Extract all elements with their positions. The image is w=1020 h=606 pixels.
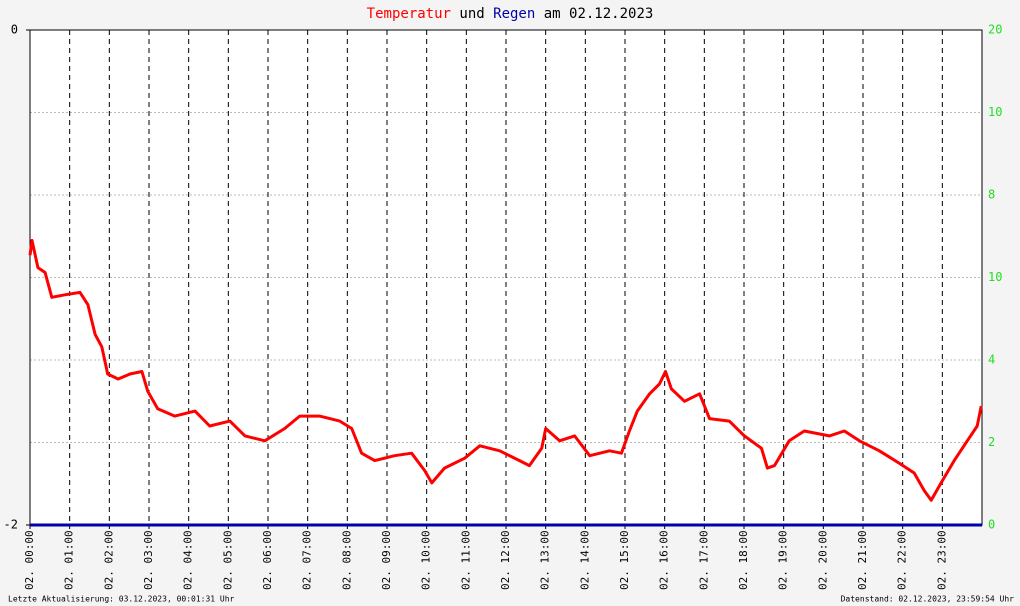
x-tick-label: 02. 15:00 [618,530,631,590]
x-tick-label: 02. 08:00 [340,530,353,590]
y2-tick-label: 10 [988,105,1002,119]
x-tick-label: 02. 05:00 [221,530,234,590]
series-line [28,238,983,502]
y2-tick-label: 0 [988,518,995,532]
footer-left: Letzte Aktualisierung: 03.12.2023, 00:01… [8,595,235,604]
x-tick-label: 02. 20:00 [816,530,829,590]
x-tick-label: 02. 01:00 [63,530,76,590]
chart-title: Temperatur und Regen am 02.12.2023 [367,6,654,22]
x-tick-label: 02. 18:00 [737,530,750,590]
y2-tick-label: 4 [988,353,995,367]
title-part: am 02.12.2023 [544,6,654,22]
x-tick-label: 02. 09:00 [380,530,393,590]
title-part: Regen [493,6,535,22]
x-tick-label: 02. 12:00 [499,530,512,590]
x-tick-label: 02. 04:00 [182,530,195,590]
x-tick-label: 02. 22:00 [896,530,909,590]
x-tick-label: 02. 03:00 [142,530,155,590]
y2-tick-label: 8 [988,188,995,202]
y-tick-label: 0 [11,23,18,37]
x-tick-label: 02. 02:00 [102,530,115,590]
x-tick-label: 02. 10:00 [420,530,433,590]
x-tick-label: 02. 21:00 [856,530,869,590]
x-tick-label: 02. 17:00 [697,530,710,590]
x-tick-label: 02. 14:00 [578,530,591,590]
y2-tick-label: 10 [988,270,1002,284]
x-tick-label: 02. 16:00 [658,530,671,590]
x-tick-label: 02. 07:00 [301,530,314,590]
x-tick-label: 02. 00:00 [23,530,36,590]
x-tick-label: 02. 11:00 [459,530,472,590]
x-tick-label: 02. 06:00 [261,530,274,590]
x-tick-label: 02. 23:00 [935,530,948,590]
y-tick-label: -2 [4,518,18,532]
x-tick-label: 02. 13:00 [539,530,552,590]
x-tick-label: 02. 19:00 [777,530,790,590]
footer-right: Datenstand: 02.12.2023, 23:59:54 Uhr [841,595,1015,604]
y2-tick-label: 2 [988,435,995,449]
title-part: und [459,6,484,22]
title-part: Temperatur [367,6,451,22]
y2-tick-label: 20 [988,23,1002,37]
